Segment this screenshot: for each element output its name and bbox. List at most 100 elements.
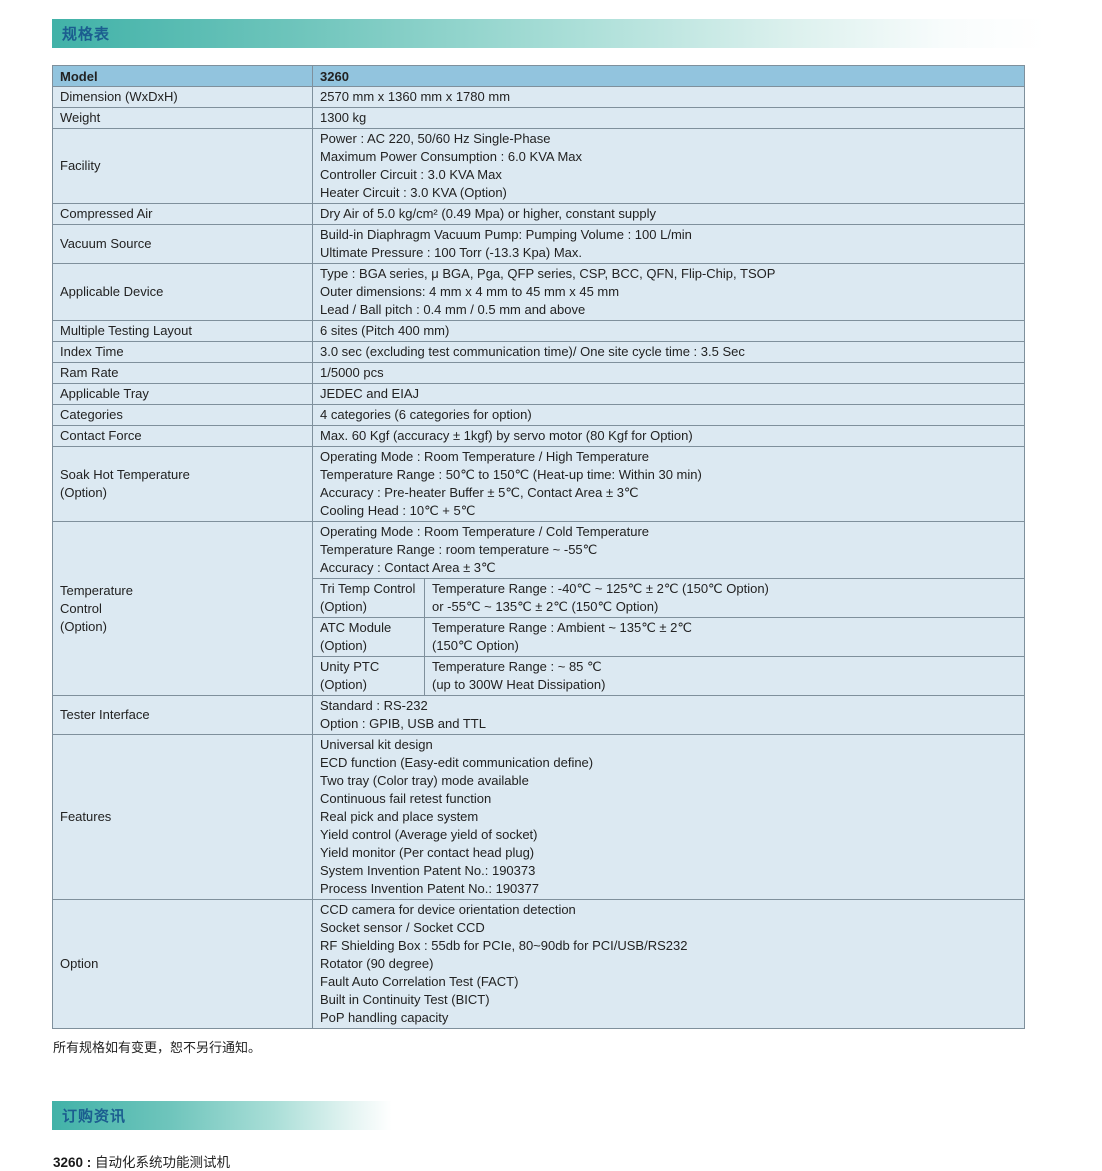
spec-sub-label-cell: Tri Temp Control (Option) <box>312 578 425 618</box>
spec-value-line: Type : BGA series, μ BGA, Pga, QFP serie… <box>320 266 776 281</box>
spec-value-cell: 1300 kg <box>311 107 1026 129</box>
spec-value-line: Ultimate Pressure : 100 Torr (-13.3 Kpa)… <box>320 245 583 260</box>
spec-sub-value-line: (up to 300W Heat Dissipation) <box>432 677 606 692</box>
spec-sub-label-line: (Option) <box>320 638 367 653</box>
spec-label-line: Applicable Device <box>60 284 164 299</box>
spec-label-line: Option <box>60 956 99 971</box>
spec-sub-label-cell: Unity PTC (Option) <box>312 656 425 696</box>
spec-value-line: Option : GPIB, USB and TTL <box>320 716 486 731</box>
spec-sub-value-line: (150℃ Option) <box>432 638 519 653</box>
spec-table-row: Option CCD camera for device orientation … <box>52 899 1026 1029</box>
spec-sub-label-line: ATC Module <box>320 620 392 635</box>
spec-value-line: Real pick and place system <box>320 809 479 824</box>
spec-table-row: Soak Hot Temperature (Option) Operating Mo… <box>52 446 1026 522</box>
spec-label-line: Ram Rate <box>60 365 119 380</box>
spec-label-line: (Option) <box>60 485 107 500</box>
spec-label-line: Multiple Testing Layout <box>60 323 193 338</box>
spec-value-cell: Operating Mode : Room Temperature / Cold… <box>311 521 1026 579</box>
spec-sub-label-line: (Option) <box>320 677 367 692</box>
spec-value-line: Fault Auto Correlation Test (FACT) <box>320 974 519 989</box>
spec-label-cell: Contact Force <box>52 425 313 447</box>
spec-value-line: Build-in Diaphragm Vacuum Pump: Pumping … <box>320 227 692 242</box>
spec-table-header-value: 3260 <box>311 65 1026 87</box>
spec-sub-value-line: Temperature Range : Ambient ~ 135℃ ± 2℃ <box>432 620 692 635</box>
spec-label-cell: Soak Hot Temperature (Option) <box>52 446 313 522</box>
spec-value-line: Accuracy : Pre-heater Buffer ± 5℃, Conta… <box>320 485 639 500</box>
spec-value-line: 1/5000 pcs <box>320 365 384 380</box>
spec-sub-value-line: Temperature Range : -40℃ ~ 125℃ ± 2℃ (15… <box>432 581 769 596</box>
spec-value-cell: Universal kit design ECD function (Easy-e… <box>311 734 1026 900</box>
spec-value-line: Process Invention Patent No.: 190377 <box>320 881 539 896</box>
spec-label-cell: Multiple Testing Layout <box>52 320 313 342</box>
spec-label-line: Weight <box>60 110 101 125</box>
spec-value-line: Maximum Power Consumption : 6.0 KVA Max <box>320 149 583 164</box>
spec-label-line: Facility <box>60 158 101 173</box>
spec-table-row: Temperature Control (Option) Operating Mode… <box>52 521 1026 696</box>
spec-value-cell: Dry Air of 5.0 kg/cm² (0.49 Mpa) or high… <box>311 203 1026 225</box>
spec-label-cell: Compressed Air <box>52 203 313 225</box>
spec-value-line: Cooling Head : 10℃ + 5℃ <box>320 503 476 518</box>
spec-value-line: Lead / Ball pitch : 0.4 mm / 0.5 mm and … <box>320 302 586 317</box>
spec-section-title: 规格表 <box>62 26 111 43</box>
spec-label-cell: Weight <box>52 107 313 129</box>
spec-value-line: Heater Circuit : 3.0 KVA (Option) <box>320 185 507 200</box>
spec-sub-label-line: Unity PTC <box>320 659 380 674</box>
spec-label-line: Temperature <box>60 582 133 598</box>
spec-value-line: Operating Mode : Room Temperature / High… <box>320 449 650 464</box>
spec-table-row: Facility Power : AC 220, 50/60 Hz Single-… <box>52 128 1026 204</box>
spec-value-line: Built in Continuity Test (BICT) <box>320 992 490 1007</box>
spec-value-line: System Invention Patent No.: 190373 <box>320 863 536 878</box>
spec-label-cell: Option <box>52 899 313 1029</box>
spec-value-line: Socket sensor / Socket CCD <box>320 920 485 935</box>
spec-table: Model 3260 Dimension (WxDxH) 2570 mm x 13… <box>52 65 1026 1029</box>
spec-value-line: Rotator (90 degree) <box>320 956 434 971</box>
spec-table-sub-row: ATC Module (Option) Temperature Range : Am… <box>53 617 1026 657</box>
spec-value-line: Yield monitor (Per contact head plug) <box>320 845 535 860</box>
spec-value-line: Universal kit design <box>320 737 433 752</box>
spec-value-line: Power : AC 220, 50/60 Hz Single-Phase <box>320 131 551 146</box>
spec-value-line: Standard : RS-232 <box>320 698 428 713</box>
spec-label-line: Compressed Air <box>60 206 153 221</box>
spec-sub-value-cell: Temperature Range : -40℃ ~ 125℃ ± 2℃ (15… <box>423 578 1026 618</box>
spec-table-header-row: Model 3260 <box>52 65 1026 87</box>
spec-value-line: CCD camera for device orientation detect… <box>320 902 576 917</box>
spec-table-row: Applicable Tray JEDEC and EIAJ <box>52 383 1026 405</box>
spec-label-line: Contact Force <box>60 428 142 443</box>
spec-sub-value-line: Temperature Range : ~ 85 ℃ <box>432 659 602 674</box>
spec-label-line: Vacuum Source <box>60 236 152 251</box>
spec-label-line: Dimension (WxDxH) <box>60 89 178 104</box>
spec-value-cell: Type : BGA series, μ BGA, Pga, QFP serie… <box>311 263 1026 321</box>
footnote: 所有规格如有变更，恕不另行通知。 <box>53 1040 262 1055</box>
spec-value-line: Controller Circuit : 3.0 KVA Max <box>320 167 502 182</box>
spec-table-row: Tester Interface Standard : RS-232 Option … <box>52 695 1026 735</box>
spec-value-cell: Operating Mode : Room Temperature / High… <box>311 446 1026 522</box>
order-section-title: 订购资讯 <box>62 1108 127 1125</box>
spec-value-line: 4 categories (6 categories for option) <box>320 407 532 422</box>
spec-label-cell: Facility <box>52 128 313 204</box>
spec-table-row: Contact Force Max. 60 Kgf (accuracy ± 1kg… <box>52 425 1026 447</box>
spec-value-line: ECD function (Easy-edit communication de… <box>320 755 594 770</box>
spec-table-row: Applicable Device Type : BGA series, μ BG… <box>52 263 1026 321</box>
spec-sub-label-cell: ATC Module (Option) <box>312 617 425 657</box>
spec-value-line: 3.0 sec (excluding test communication ti… <box>320 344 745 359</box>
spec-value-cell: 1/5000 pcs <box>311 362 1026 384</box>
spec-value-cell: 6 sites (Pitch 400 mm) <box>311 320 1026 342</box>
spec-table-sub-row: Unity PTC (Option) Temperature Range : ~ 8… <box>53 656 1026 696</box>
spec-label-cell: Vacuum Source <box>52 224 313 264</box>
spec-table-header-model: Model <box>52 65 313 87</box>
spec-value-cell: CCD camera for device orientation detect… <box>311 899 1026 1029</box>
spec-label-line: Categories <box>60 407 123 422</box>
spec-value-line: Temperature Range : 50℃ to 150℃ (Heat-up… <box>320 467 702 482</box>
spec-sub-value-cell: Temperature Range : Ambient ~ 135℃ ± 2℃ (… <box>423 617 1026 657</box>
spec-table-row: Dimension (WxDxH) 2570 mm x 1360 mm x 178… <box>52 86 1026 108</box>
spec-value-line: Yield control (Average yield of socket) <box>320 827 538 842</box>
spec-label-line: Control <box>60 600 102 616</box>
spec-value-line: Temperature Range : room temperature ~ -… <box>320 542 598 557</box>
spec-value-line: 6 sites (Pitch 400 mm) <box>320 323 450 338</box>
spec-value-cell: 2570 mm x 1360 mm x 1780 mm <box>311 86 1026 108</box>
spec-value-cell: 3.0 sec (excluding test communication ti… <box>311 341 1026 363</box>
spec-label-line: Features <box>60 809 112 824</box>
spec-sub-label-line: Tri Temp Control <box>320 581 416 596</box>
order-description: 自动化系统功能测试机 <box>95 1155 231 1170</box>
spec-label-cell: Categories <box>52 404 313 426</box>
